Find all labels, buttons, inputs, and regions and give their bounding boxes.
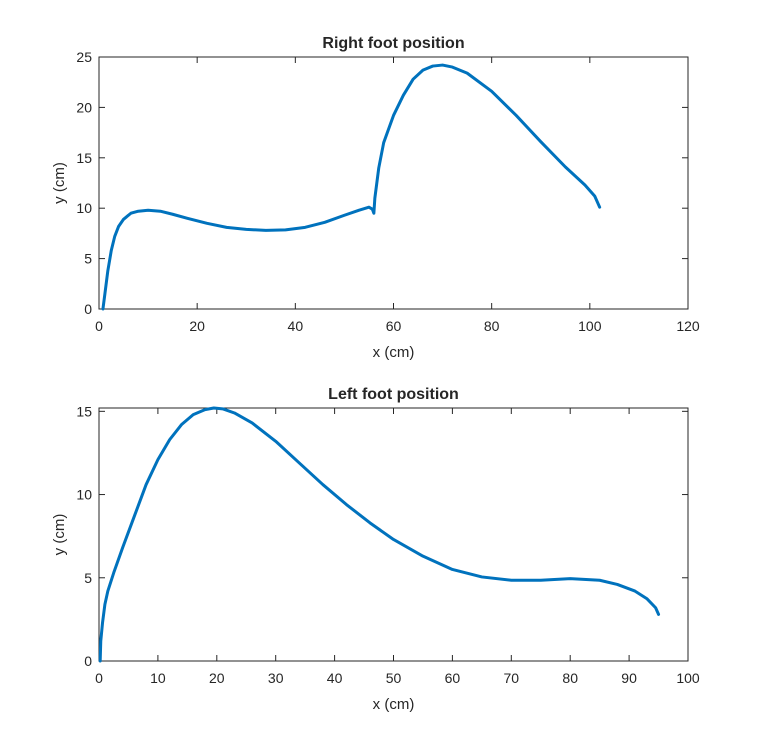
y-axis-label-right-foot: y (cm): [51, 162, 68, 204]
y-tick-label: 5: [84, 570, 92, 586]
y-tick-label: 15: [76, 403, 92, 419]
series-line-right-foot: [101, 63, 602, 311]
y-tick-label: 10: [76, 200, 92, 216]
x-tick-label: 70: [504, 670, 520, 686]
axes-right-foot: 0 20 40 60 80 100 120 0 5 10 15 20 25 Right foot po…: [51, 35, 700, 361]
x-tick-label: 20: [189, 318, 205, 334]
x-tick-label: 60: [445, 670, 461, 686]
x-tick-label: 100: [578, 318, 602, 334]
x-tick-label: 0: [95, 318, 103, 334]
chart-title-left-foot: Left foot position: [328, 386, 459, 403]
y-ticks-left-foot: 0 5 10 15: [76, 403, 688, 669]
y-tick-label: 5: [84, 251, 92, 267]
series-line-left-foot: [98, 406, 661, 663]
x-tick-label: 10: [150, 670, 166, 686]
y-tick-label: 0: [84, 301, 92, 317]
x-tick-label: 30: [268, 670, 284, 686]
x-ticks-left-foot: 0 10 20 30 40 50 60 70 80 90 100: [95, 408, 700, 686]
x-axis-label-right-foot: x (cm): [373, 344, 415, 361]
x-axis-label-left-foot: x (cm): [373, 696, 415, 713]
axes-left-foot: 0 10 20 30 40 50 60 70 80 90 100 0 5 10 15 Left foot …: [51, 386, 700, 713]
x-tick-label: 50: [386, 670, 402, 686]
y-tick-label: 15: [76, 150, 92, 166]
plot-frame-left-foot: [98, 407, 689, 662]
x-ticks-right-foot: 0 20 40 60 80 100 120: [95, 57, 700, 334]
chart-title-right-foot: Right foot position: [322, 35, 464, 52]
x-tick-label: 120: [676, 318, 700, 334]
x-tick-label: 90: [621, 670, 637, 686]
x-tick-label: 20: [209, 670, 225, 686]
plot-frame-right-foot: [98, 56, 689, 310]
y-tick-label: 25: [76, 49, 92, 65]
x-tick-label: 100: [676, 670, 700, 686]
y-axis-label-left-foot: y (cm): [51, 514, 68, 556]
x-tick-label: 40: [327, 670, 343, 686]
x-tick-label: 0: [95, 670, 103, 686]
y-tick-label: 20: [76, 99, 92, 115]
y-tick-label: 0: [84, 653, 92, 669]
x-tick-label: 40: [288, 318, 304, 334]
y-tick-label: 10: [76, 487, 92, 503]
x-tick-label: 80: [484, 318, 500, 334]
x-tick-label: 80: [562, 670, 578, 686]
x-tick-label: 60: [386, 318, 402, 334]
y-ticks-right-foot: 0 5 10 15 20 25: [76, 49, 688, 317]
